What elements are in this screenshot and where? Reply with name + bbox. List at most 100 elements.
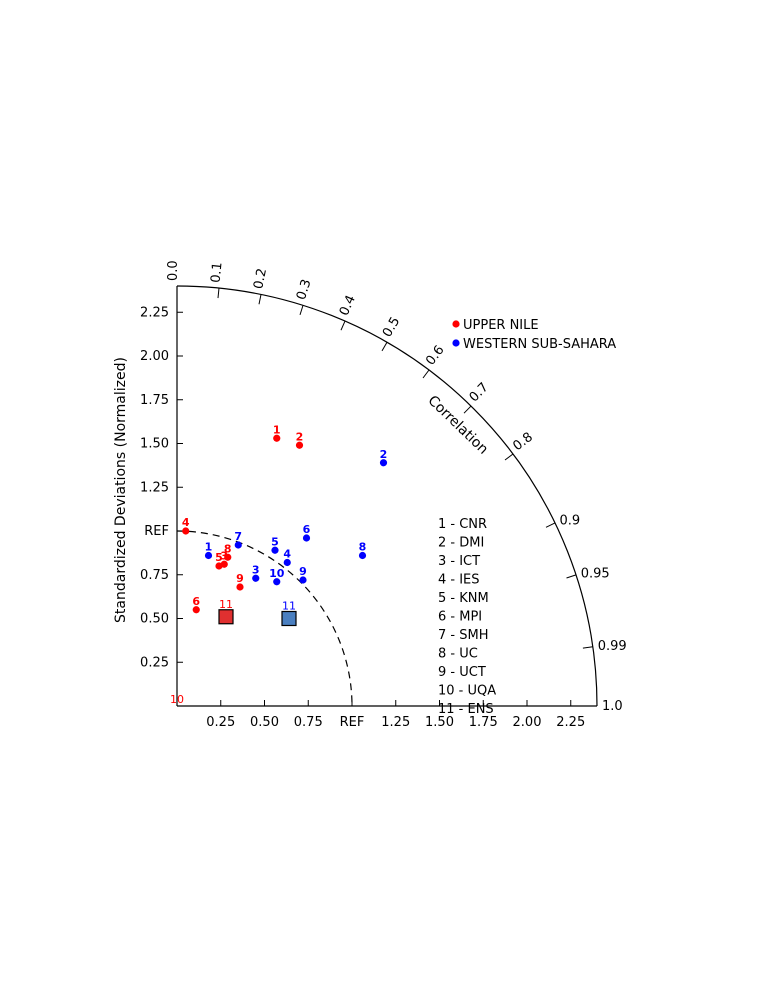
x-tick-label: 1.50 <box>425 715 454 730</box>
y-tick-label: REF <box>144 524 169 539</box>
point-label: 1 <box>273 423 281 436</box>
x-tick-label: 0.25 <box>206 715 235 730</box>
point-label: 4 <box>182 516 190 529</box>
correlation-tick-label: 0.1 <box>209 261 226 283</box>
point-label: 3 <box>252 563 260 576</box>
point-label: 5 <box>215 551 223 564</box>
point-label: 8 <box>359 541 367 554</box>
model-entry: 11 - ENS <box>438 702 494 717</box>
data-point <box>252 574 260 582</box>
correlation-tick-label: 0.6 <box>423 343 447 369</box>
correlation-tick <box>340 320 346 331</box>
x-tick-label: 0.50 <box>250 715 279 730</box>
ensemble-square <box>218 609 234 625</box>
point-label: 3 <box>220 549 228 562</box>
point-label: 6 <box>192 595 200 608</box>
point-label: 9 <box>299 565 307 578</box>
point-label: 5 <box>271 535 279 548</box>
correlation-tick <box>545 522 556 528</box>
correlation-tick-label: 0.9 <box>560 514 581 529</box>
y-axis-title: Standardized Deviations (Normalized) <box>113 357 129 623</box>
x-tick-label: 2.25 <box>556 715 585 730</box>
data-point <box>295 441 304 449</box>
x-tick-label: 1.75 <box>469 715 498 730</box>
correlation-title: Correlation <box>424 393 491 458</box>
correlation-tick-label: 0.3 <box>294 278 315 302</box>
legend-label: UPPER NILE <box>463 318 539 333</box>
correlation-tick-label: 0.99 <box>598 639 627 654</box>
correlation-tick <box>299 305 304 316</box>
data-point <box>236 583 244 591</box>
correlation-tick-label: 0.7 <box>467 380 492 405</box>
model-entry: 6 - MPI <box>438 610 482 625</box>
legend-label: WESTERN SUB-SAHARA <box>463 337 616 352</box>
correlation-tick <box>566 574 577 579</box>
model-list: 1 - CNR 2 - DMI 3 - ICT 4 - IES 5 - KNM 6 - M… <box>438 517 496 717</box>
ensemble-square <box>281 610 297 627</box>
model-entry: 1 - CNR <box>438 517 487 532</box>
data-point <box>273 434 281 442</box>
model-entry: 9 - UCT <box>438 665 486 680</box>
point-label: 10 <box>269 567 285 580</box>
correlation-tick <box>217 288 220 299</box>
correlation-tick-label: 0.4 <box>337 293 359 318</box>
data-point <box>182 527 190 535</box>
y-tick-label: 2.00 <box>140 349 169 364</box>
point-label: 10 <box>170 693 184 706</box>
data-point <box>224 553 232 561</box>
data-point <box>234 541 242 549</box>
correlation-tick <box>504 453 514 461</box>
correlation-arc <box>176 285 598 707</box>
data-point <box>273 578 281 586</box>
legend: UPPER NILE WESTERN SUB-SAHARA <box>452 318 616 352</box>
point-label: 7 <box>234 530 242 543</box>
model-entry: 8 - UC <box>438 647 478 662</box>
reference-arc <box>176 530 353 707</box>
data-point <box>220 560 228 568</box>
y-tick-label: 0.50 <box>140 612 169 627</box>
point-label: 6 <box>303 523 311 536</box>
model-entry: 3 - ICT <box>438 554 480 569</box>
correlation-tick-label: 1.0 <box>602 699 623 714</box>
correlation-tick <box>463 405 472 414</box>
model-entry: 2 - DMI <box>438 536 484 551</box>
data-point <box>271 546 279 554</box>
model-entry: 7 - SMH <box>438 628 488 643</box>
data-point <box>379 459 388 467</box>
data-point <box>358 551 367 560</box>
data-point <box>302 534 311 542</box>
y-tick-label: 1.25 <box>140 480 169 495</box>
y-tick-label: 2.25 <box>140 305 169 320</box>
y-tick-label: 0.25 <box>140 655 169 670</box>
correlation-tick-label: 0.8 <box>510 430 536 454</box>
correlation-tick-label: 0.2 <box>251 267 270 290</box>
data-point <box>299 576 307 584</box>
correlation-tick <box>422 369 430 379</box>
correlation-tick-label: 0.5 <box>380 315 403 340</box>
correlation-tick-label: 0.95 <box>581 566 610 581</box>
point-label: 4 <box>283 548 291 561</box>
point-label: 2 <box>380 448 388 461</box>
legend-marker <box>452 339 460 347</box>
y-tick-label: 1.50 <box>140 437 169 452</box>
x-tick-label: 0.75 <box>294 715 323 730</box>
point-label: 2 <box>296 430 304 443</box>
data-point <box>192 606 200 614</box>
data-point <box>204 551 213 560</box>
tick-layer: 0.250.250.500.500.750.75REFREF1.251.251.… <box>140 260 627 730</box>
x-tick-label: 1.25 <box>381 715 410 730</box>
y-tick-label: 1.75 <box>140 393 169 408</box>
model-entry: 4 - IES <box>438 573 480 588</box>
correlation-tick-label: 0.0 <box>166 260 181 281</box>
point-label: 9 <box>236 572 244 585</box>
correlation-tick <box>258 294 262 305</box>
model-entry: 10 - UQA <box>438 684 496 699</box>
point-label: 11 <box>282 600 296 613</box>
model-entry: 5 - KNM <box>438 591 489 606</box>
point-label: 8 <box>224 542 232 555</box>
x-tick-label: REF <box>340 715 365 730</box>
y-tick-label: 0.75 <box>140 568 169 583</box>
